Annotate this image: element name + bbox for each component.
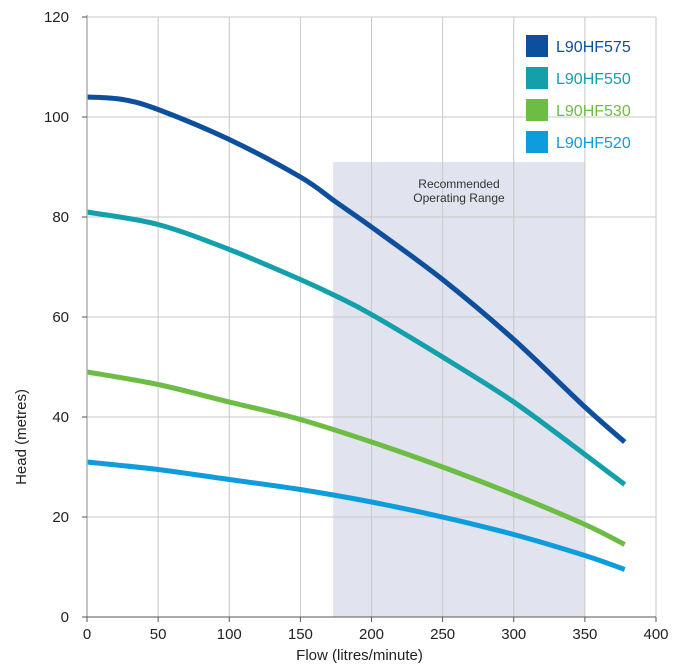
y-axis-title: Head (metres)	[13, 389, 30, 485]
legend-label-l90hf520: L90HF520	[556, 135, 631, 152]
y-tick-label: 80	[52, 209, 69, 226]
x-tick-label: 300	[501, 626, 526, 643]
x-tick-label: 150	[288, 626, 313, 643]
y-tick-label: 60	[52, 309, 69, 326]
x-tick-label: 50	[150, 626, 167, 643]
legend-swatch-l90hf575	[526, 35, 548, 57]
legend-label-l90hf530: L90HF530	[556, 103, 631, 120]
x-tick-label: 250	[430, 626, 455, 643]
legend-label-l90hf550: L90HF550	[556, 71, 631, 88]
recommended-range-layer	[333, 162, 585, 617]
y-tick-label: 100	[44, 109, 69, 126]
recommended-range-label-line2: Operating Range	[413, 191, 505, 205]
legend-swatch-l90hf520	[526, 131, 548, 153]
recommended-range-band	[333, 162, 585, 617]
x-axis-title: Flow (litres/minute)	[296, 647, 423, 664]
y-tick-label: 20	[52, 509, 69, 526]
x-tick-label: 400	[643, 626, 668, 643]
legend-swatch-l90hf530	[526, 99, 548, 121]
x-tick-label: 350	[572, 626, 597, 643]
legend-label-l90hf575: L90HF575	[556, 39, 631, 56]
y-tick-label: 0	[61, 609, 69, 626]
legend-swatch-l90hf550	[526, 67, 548, 89]
recommended-range-label-line1: Recommended	[418, 177, 499, 191]
x-tick-label: 0	[83, 626, 91, 643]
y-tick-label: 120	[44, 9, 69, 26]
x-tick-label: 200	[359, 626, 384, 643]
y-tick-label: 40	[52, 409, 69, 426]
x-tick-label: 100	[217, 626, 242, 643]
